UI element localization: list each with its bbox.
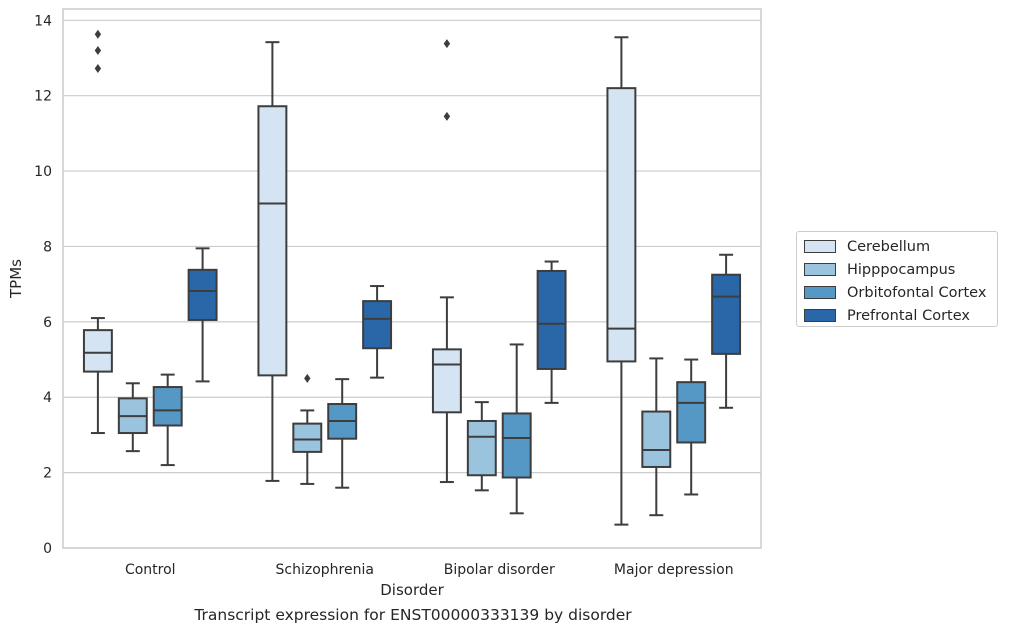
box-body [711,273,742,355]
box-body [152,386,183,427]
y-tick-label: 2 [43,466,52,482]
y-axis-label: TPMs [7,259,25,299]
box-2-1 [327,378,358,489]
box-0-1 [257,41,288,482]
legend-label: Prefrontal Cortex [847,307,970,324]
y-tick-label: 12 [34,89,52,105]
x-tick-labels: Control Schizophrenia Bipolar disorder Majo… [125,562,734,578]
box-body [641,410,672,468]
outlier-point [443,39,451,49]
box-1-2 [466,401,497,492]
box-body [501,412,532,479]
legend-swatch [804,240,836,253]
box-3-0 [187,247,218,383]
legend-swatch [804,286,836,299]
legend-item-prefrontal-cortex: Prefrontal Cortex [804,304,997,327]
y-tick-label: 10 [34,164,52,180]
legend-swatch [804,263,836,276]
x-tick-label: Schizophrenia [276,562,374,578]
x-tick-label: Major depression [614,562,734,578]
plot-frame [62,8,762,549]
box-2-0 [152,373,183,467]
outlier-point [94,64,102,74]
box-3-1 [362,285,393,379]
legend-label: Cerebellum [847,238,931,255]
y-tick-labels: 0 2 4 6 8 10 12 14 [34,13,52,557]
outlier-point [443,111,451,121]
box-body [466,419,497,477]
legend-item-cerebellum: Cerebellum [804,235,997,258]
legend-item-orbitofrontal-cortex: Orbitofontal Cortex [804,281,997,304]
box-3-2 [536,260,567,404]
box-body [536,269,567,370]
y-tick-label: 6 [43,315,52,331]
box-1-0 [117,382,148,453]
legend-label: Orbitofontal Cortex [847,284,987,301]
box-3-3 [711,253,742,409]
y-tick-label: 8 [43,239,52,255]
box-0-0 [82,29,113,435]
legend-swatch [804,309,836,322]
box-layer [82,29,742,526]
box-body [606,87,637,363]
outlier-point [94,29,102,39]
box-1-1 [292,373,323,485]
x-axis-label: Disorder [380,581,444,599]
outlier-point [304,373,311,383]
y-tick-label: 14 [34,13,52,29]
box-2-3 [676,358,707,496]
box-body [292,422,323,453]
box-body [82,329,113,373]
box-body [187,268,218,321]
box-0-3 [606,36,637,526]
legend-label: Hipppocampus [847,261,956,278]
chart-title: Transcript expression for ENST0000033313… [194,606,632,624]
x-tick-label: Control [125,562,176,578]
outlier-point [94,45,102,55]
box-body [257,105,288,377]
box-1-3 [641,357,672,517]
y-tick-label: 4 [43,390,52,406]
box-0-2 [431,39,462,484]
box-body [676,381,707,444]
legend-item-hippocampus: Hipppocampus [804,258,997,281]
box-body [431,348,462,414]
legend: Cerebellum Hipppocampus Orbitofontal Cor… [796,231,998,327]
y-tick-label: 0 [43,541,52,557]
box-body [362,300,393,350]
x-tick-label: Bipolar disorder [444,562,555,578]
box-2-2 [501,343,532,515]
